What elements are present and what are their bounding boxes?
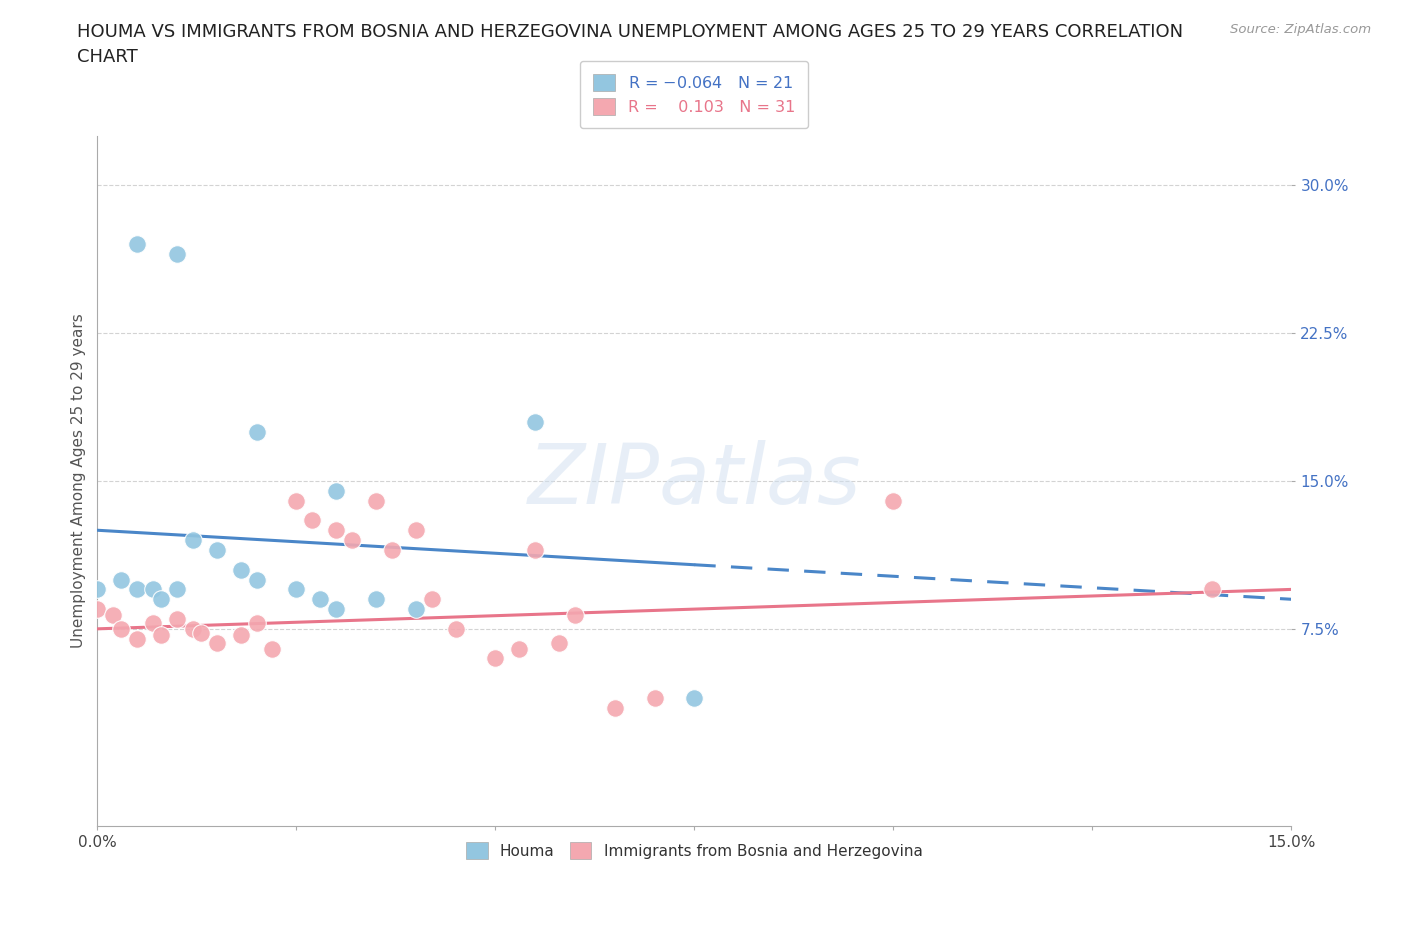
Point: [229, 563, 252, 578]
Text: Source: ZipAtlas.com: Source: ZipAtlas.com: [1230, 23, 1371, 36]
Point: [181, 621, 204, 636]
Point: [564, 607, 586, 622]
Point: [127, 582, 149, 597]
Point: [603, 700, 626, 715]
Point: [127, 237, 149, 252]
Text: ZIPatlas: ZIPatlas: [527, 441, 860, 522]
Point: [882, 493, 904, 508]
Point: [142, 582, 165, 597]
Text: HOUMA VS IMMIGRANTS FROM BOSNIA AND HERZEGOVINA UNEMPLOYMENT AMONG AGES 25 TO 29: HOUMA VS IMMIGRANTS FROM BOSNIA AND HERZ…: [77, 23, 1184, 66]
Point: [245, 424, 267, 439]
Point: [364, 493, 387, 508]
Point: [142, 616, 165, 631]
Point: [325, 523, 347, 538]
Point: [325, 602, 347, 617]
Legend: Houma, Immigrants from Bosnia and Herzegovina: Houma, Immigrants from Bosnia and Herzeg…: [458, 835, 929, 867]
Point: [245, 616, 267, 631]
Point: [181, 533, 204, 548]
Point: [548, 635, 571, 650]
Point: [150, 628, 173, 643]
Point: [285, 582, 308, 597]
Point: [444, 621, 467, 636]
Point: [86, 602, 108, 617]
Point: [205, 635, 228, 650]
Point: [644, 690, 666, 705]
Point: [420, 591, 443, 606]
Point: [245, 572, 267, 587]
Point: [127, 631, 149, 646]
Point: [524, 415, 547, 430]
Point: [405, 602, 427, 617]
Point: [150, 591, 173, 606]
Point: [301, 513, 323, 528]
Point: [86, 582, 108, 597]
Point: [285, 493, 308, 508]
Point: [405, 523, 427, 538]
Point: [325, 484, 347, 498]
Point: [309, 591, 332, 606]
Point: [110, 621, 132, 636]
Point: [190, 625, 212, 640]
Point: [364, 591, 387, 606]
Point: [381, 542, 404, 557]
Point: [340, 533, 363, 548]
Point: [103, 607, 125, 622]
Point: [166, 582, 188, 597]
Point: [683, 690, 706, 705]
Point: [524, 542, 547, 557]
Y-axis label: Unemployment Among Ages 25 to 29 years: Unemployment Among Ages 25 to 29 years: [72, 313, 86, 648]
Point: [205, 542, 228, 557]
Point: [166, 246, 188, 261]
Point: [484, 651, 506, 666]
Point: [166, 612, 188, 627]
Point: [262, 641, 284, 656]
Point: [229, 628, 252, 643]
Point: [110, 572, 132, 587]
Point: [1201, 582, 1223, 597]
Point: [508, 641, 530, 656]
